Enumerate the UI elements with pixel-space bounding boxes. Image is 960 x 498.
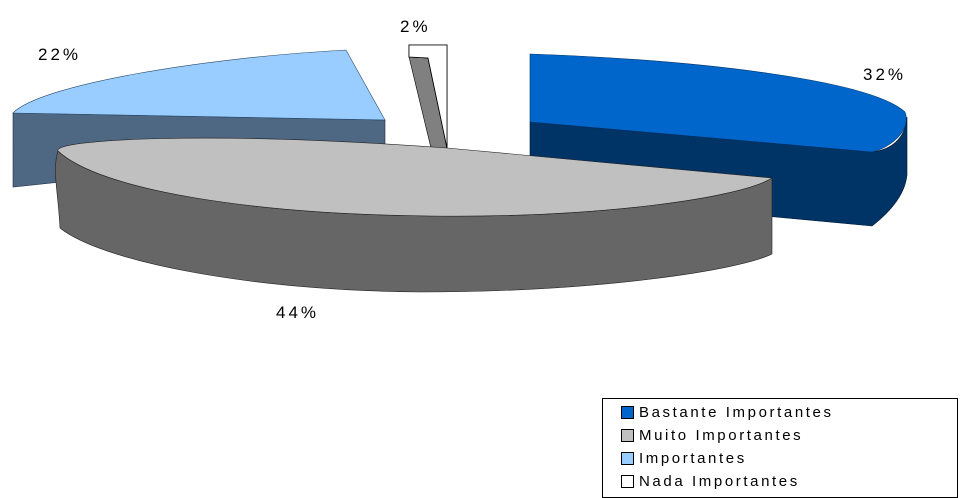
label-nada-importantes: 2% [400,17,431,36]
legend-label-importantes: Importantes [639,449,747,467]
legend-label-muito-importantes: Muito Importantes [639,426,804,444]
legend-label-bastante-importantes: Bastante Importantes [639,403,834,421]
legend-item-muito-importantes: Muito Importantes [621,425,803,445]
legend: Bastante Importantes Muito Importantes I… [602,398,958,498]
legend-swatch-importantes [621,451,634,465]
slice-bastante-importantes [529,53,907,153]
legend-swatch-nada-importantes [621,474,634,488]
label-muito-importantes: 44% [276,303,319,322]
legend-item-importantes: Importantes [621,448,747,468]
slice-importantes [12,49,386,121]
legend-swatch-bastante-importantes [621,405,634,419]
slice-nada-importantes-face [408,44,448,149]
legend-item-bastante-importantes: Bastante Importantes [621,402,834,422]
legend-item-nada-importantes: Nada Importantes [621,471,800,491]
label-bastante-importantes: 32% [863,65,906,84]
label-importantes: 22% [38,45,81,64]
legend-swatch-muito-importantes [621,428,634,442]
slice-muito-importantes [57,137,773,217]
legend-label-nada-importantes: Nada Importantes [639,472,800,490]
